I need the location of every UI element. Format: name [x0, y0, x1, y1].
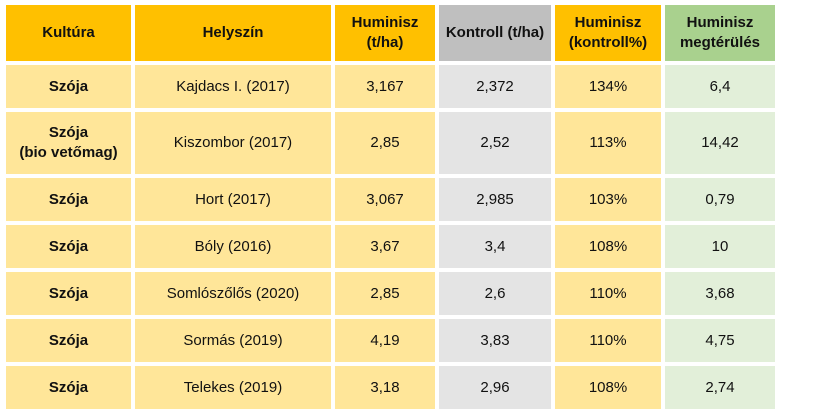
cell-kontroll: 2,6	[439, 272, 551, 315]
table-row: Szója Hort (2017) 3,067 2,985 103% 0,79	[6, 178, 775, 221]
header-helyszin: Helyszín	[135, 5, 331, 61]
results-table: Kultúra Helyszín Huminisz (t/ha) Kontroll…	[2, 1, 779, 413]
cell-huminisz: 3,67	[335, 225, 435, 268]
cell-kontroll: 2,372	[439, 65, 551, 108]
cell-huminisz: 2,85	[335, 112, 435, 174]
cell-megterules: 0,79	[665, 178, 775, 221]
header-kultura: Kultúra	[6, 5, 131, 61]
cell-helyszin: Kajdacs I. (2017)	[135, 65, 331, 108]
cell-kontroll: 2,52	[439, 112, 551, 174]
table-row: Szója Telekes (2019) 3,18 2,96 108% 2,74	[6, 366, 775, 409]
cell-kultura: Szója	[6, 319, 131, 362]
cell-pct: 103%	[555, 178, 661, 221]
cell-pct: 110%	[555, 272, 661, 315]
cell-megterules: 10	[665, 225, 775, 268]
header-huminisz-kontroll-pct: Huminisz (kontroll%)	[555, 5, 661, 61]
cell-huminisz: 3,067	[335, 178, 435, 221]
cell-kultura: Szója	[6, 272, 131, 315]
cell-huminisz: 4,19	[335, 319, 435, 362]
cell-helyszin: Kiszombor (2017)	[135, 112, 331, 174]
table-row: Szója Somlószőlős (2020) 2,85 2,6 110% 3…	[6, 272, 775, 315]
cell-megterules: 2,74	[665, 366, 775, 409]
table-row: Szója Sormás (2019) 4,19 3,83 110% 4,75	[6, 319, 775, 362]
cell-kultura: Szója	[6, 65, 131, 108]
cell-helyszin: Sormás (2019)	[135, 319, 331, 362]
cell-kultura: Szója	[6, 225, 131, 268]
cell-kultura: Szója	[6, 366, 131, 409]
header-megterules: Huminisz megtérülés	[665, 5, 775, 61]
cell-helyszin: Telekes (2019)	[135, 366, 331, 409]
cell-huminisz: 2,85	[335, 272, 435, 315]
cell-kontroll: 3,83	[439, 319, 551, 362]
cell-kontroll: 2,985	[439, 178, 551, 221]
cell-pct: 108%	[555, 366, 661, 409]
cell-huminisz: 3,18	[335, 366, 435, 409]
cell-pct: 110%	[555, 319, 661, 362]
cell-megterules: 4,75	[665, 319, 775, 362]
cell-kontroll: 2,96	[439, 366, 551, 409]
cell-megterules: 3,68	[665, 272, 775, 315]
table-row: Szója Kajdacs I. (2017) 3,167 2,372 134%…	[6, 65, 775, 108]
cell-kontroll: 3,4	[439, 225, 551, 268]
cell-megterules: 6,4	[665, 65, 775, 108]
table-row: Szója (bio vetőmag) Kiszombor (2017) 2,85…	[6, 112, 775, 174]
cell-megterules: 14,42	[665, 112, 775, 174]
header-kontroll: Kontroll (t/ha)	[439, 5, 551, 61]
table-row: Szója Bóly (2016) 3,67 3,4 108% 10	[6, 225, 775, 268]
header-huminisz: Huminisz (t/ha)	[335, 5, 435, 61]
cell-pct: 134%	[555, 65, 661, 108]
cell-helyszin: Somlószőlős (2020)	[135, 272, 331, 315]
cell-helyszin: Bóly (2016)	[135, 225, 331, 268]
cell-kultura: Szója	[6, 178, 131, 221]
cell-kultura: Szója (bio vetőmag)	[6, 112, 131, 174]
cell-huminisz: 3,167	[335, 65, 435, 108]
cell-helyszin: Hort (2017)	[135, 178, 331, 221]
cell-pct: 108%	[555, 225, 661, 268]
header-row: Kultúra Helyszín Huminisz (t/ha) Kontroll…	[6, 5, 775, 61]
cell-pct: 113%	[555, 112, 661, 174]
